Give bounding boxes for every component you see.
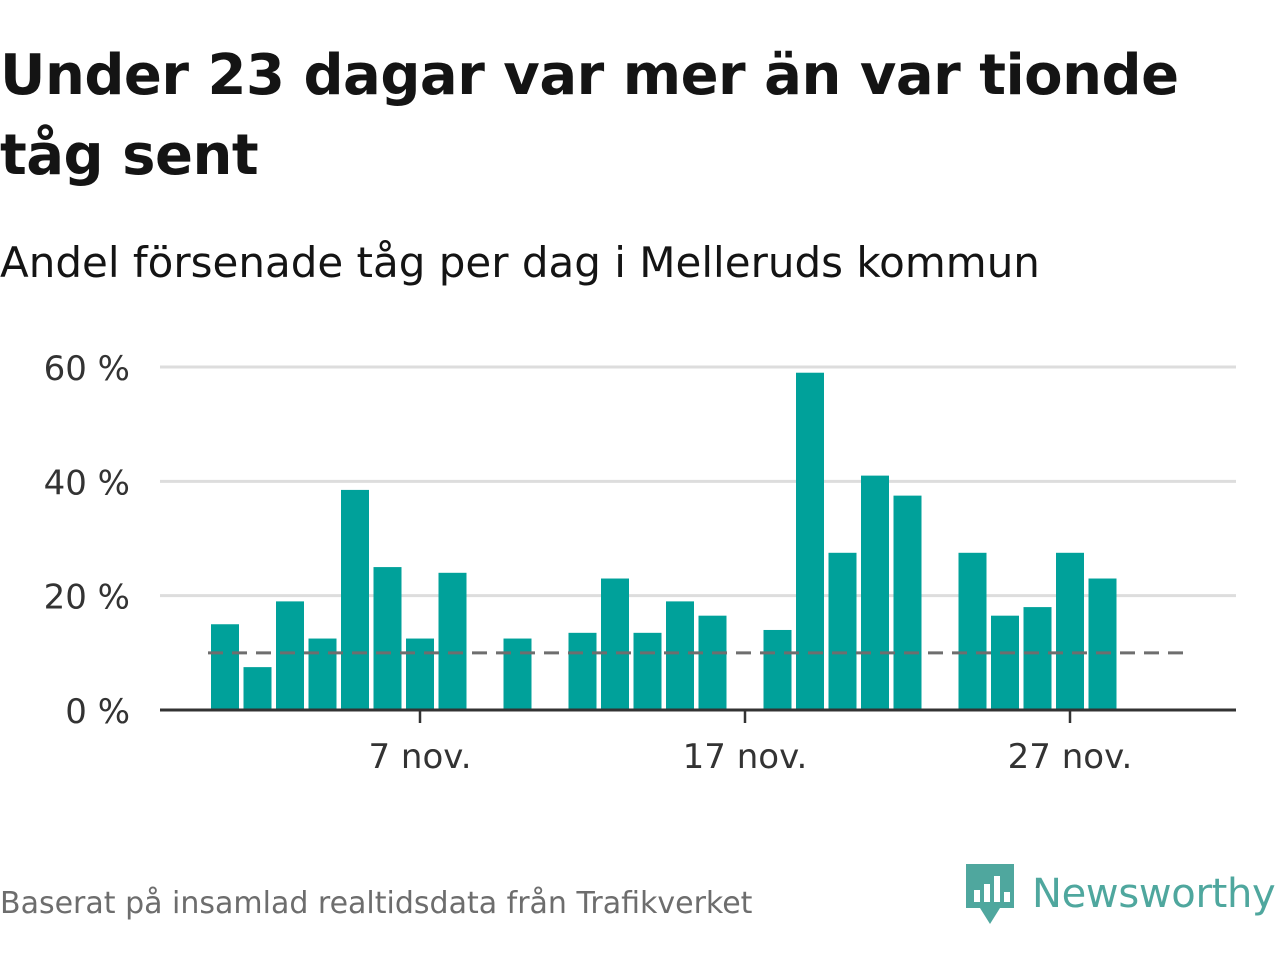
bar <box>503 638 532 710</box>
bar <box>243 667 272 710</box>
chart-subtitle: Andel försenade tåg per dag i Melleruds … <box>0 238 1040 287</box>
newsworthy-logo-icon <box>966 864 1014 924</box>
y-tick-label: 0 % <box>65 692 130 732</box>
x-tick-label: 27 nov. <box>1008 737 1133 777</box>
bar <box>698 615 727 710</box>
bar <box>308 638 337 710</box>
bar <box>633 632 662 710</box>
brand-logo-group: Newsworthy <box>964 862 1276 926</box>
bar <box>568 632 597 710</box>
bar <box>828 552 857 710</box>
bar <box>373 567 402 710</box>
bar-chart: 0 % 20 % 40 % 60 % 7 nov. 17 nov. 27 nov. <box>44 349 1236 777</box>
bar <box>796 372 824 710</box>
bar <box>341 489 369 710</box>
bar <box>861 475 889 710</box>
bar <box>893 495 922 710</box>
bar <box>601 578 629 710</box>
x-tick-label: 17 nov. <box>683 737 808 777</box>
x-tick-label: 7 nov. <box>368 737 471 777</box>
bar <box>991 615 1019 710</box>
brand-name: Newsworthy <box>1032 871 1276 917</box>
bar <box>276 601 304 710</box>
chart-title: Under 23 dagar var mer än var tionde tåg… <box>0 43 1179 188</box>
bar <box>438 572 467 710</box>
bar <box>958 552 987 710</box>
bar <box>763 629 792 710</box>
bar <box>1088 578 1117 710</box>
bar <box>1056 552 1084 710</box>
bar <box>666 601 694 710</box>
y-tick-label: 60 % <box>44 349 130 389</box>
bar <box>406 638 434 710</box>
bar <box>211 624 239 710</box>
source-note: Baserat på insamlad realtidsdata från Tr… <box>0 886 753 921</box>
bar <box>1023 607 1052 710</box>
y-tick-label: 20 % <box>44 578 130 618</box>
y-tick-label: 40 % <box>44 463 130 503</box>
